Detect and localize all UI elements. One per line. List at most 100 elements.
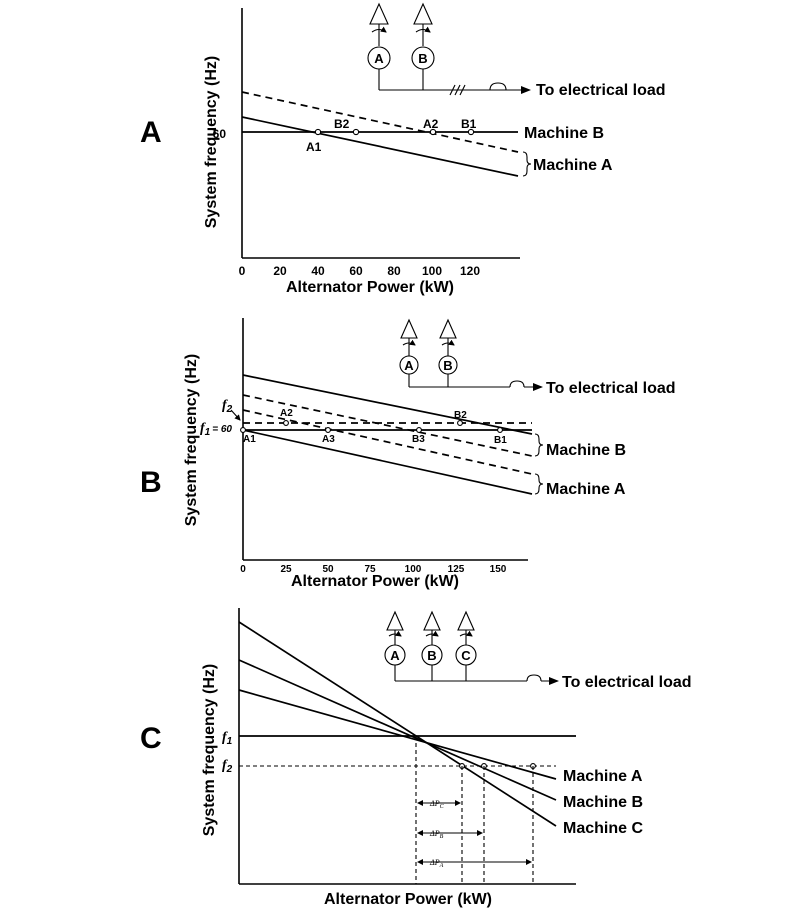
label-b1: B1: [461, 117, 477, 131]
x-tick: 80: [387, 264, 401, 278]
generator-label: B: [427, 648, 436, 663]
panel-b-machine-b-label: Machine B: [546, 442, 626, 459]
rotation-arrow-icon: [415, 26, 431, 33]
panel-b-brace-b: [534, 433, 544, 457]
generator-label: C: [461, 648, 471, 663]
panel-a-generator-b: B: [411, 2, 435, 90]
breaker-icon: [526, 674, 542, 682]
rotation-arrow-icon: [388, 630, 402, 637]
panel-c-f1-label: f1: [222, 730, 233, 747]
generator-label: A: [374, 51, 384, 66]
label-b1: B1: [494, 435, 507, 446]
panel-c-load-label: To electrical load: [562, 674, 692, 691]
panel-b-letter: B: [140, 466, 162, 499]
panel-c-y-label: System frequency (Hz): [201, 664, 218, 837]
panel-a-x-ticks: 0 20 40 60 80 100 120: [239, 264, 481, 278]
panel-c-letter: C: [140, 722, 162, 755]
label-a2: A2: [280, 408, 293, 419]
panel-c-f2-label: f2: [222, 758, 233, 775]
x-tick: 120: [460, 264, 480, 278]
point-a1: [314, 128, 322, 136]
panel-c-line-machine-b: [238, 659, 557, 801]
point-b1: [497, 427, 503, 433]
delta-pa-label: ΔPA: [429, 858, 444, 869]
turbine-icon: [386, 610, 404, 631]
label-b3: B3: [412, 434, 425, 445]
x-tick: 20: [273, 264, 287, 278]
breaker-icon: [489, 82, 507, 91]
panel-c-line-machine-c: [238, 621, 557, 827]
panel-a-line-machine-a: [241, 116, 519, 177]
point-b2: [457, 420, 463, 426]
panel-a-generator-a: A: [367, 2, 391, 90]
panel-b-line-machine-a-dashed: [242, 409, 533, 475]
delta-pb-label: ΔPB: [429, 829, 444, 840]
panel-a-y-label: System frequency (Hz): [203, 56, 220, 229]
panel-c-machine-c-label: Machine C: [563, 820, 643, 837]
point-a2: [283, 420, 289, 426]
rotation-arrow-icon: [371, 26, 387, 33]
panel-c-generator-c: C: [455, 610, 477, 681]
panel-b-x-ticks: 0 25 50 75 100 125 150: [240, 564, 507, 575]
x-tick: 60: [349, 264, 363, 278]
rotation-arrow-icon: [441, 339, 455, 346]
panel-c-x-label: Alternator Power (kW): [324, 891, 492, 908]
panel-b-line-machine-b-dashed: [242, 394, 533, 457]
x-tick: 25: [280, 564, 292, 575]
panel-c-machine-a-label: Machine A: [563, 768, 643, 785]
x-tick: 125: [448, 564, 465, 575]
panel-a: A System frequency (Hz) 60 0 20 40 60 80…: [140, 2, 666, 296]
label-b2: B2: [454, 410, 467, 421]
x-tick: 50: [322, 564, 334, 575]
generator-label: B: [443, 358, 452, 373]
x-tick: 100: [405, 564, 422, 575]
panel-b-load-label: To electrical load: [546, 380, 676, 397]
label-b2: B2: [334, 117, 350, 131]
x-tick: 40: [311, 264, 325, 278]
panel-b-line-machine-a-solid: [242, 429, 533, 495]
turbine-icon: [457, 610, 475, 631]
panel-a-load-label: To electrical load: [536, 82, 666, 99]
panel-b-y-label: System frequency (Hz): [183, 354, 200, 527]
x-tick: 75: [364, 564, 376, 575]
panel-c-machine-b-label: Machine B: [563, 794, 643, 811]
point-a3: [325, 427, 331, 433]
point-a2: [429, 128, 437, 136]
panel-c-generator-a: A: [384, 610, 406, 681]
generator-label: A: [404, 358, 414, 373]
panel-b-f1-label: f1 = 60: [200, 421, 232, 438]
x-tick: 0: [240, 564, 246, 575]
x-tick: 100: [422, 264, 442, 278]
panel-a-machine-b-label: Machine B: [524, 125, 604, 142]
point-a1: [240, 427, 246, 433]
rotation-arrow-icon: [402, 339, 416, 346]
panel-b-machine-a-label: Machine A: [546, 481, 626, 498]
turbine-icon: [400, 318, 418, 339]
generator-label: A: [390, 648, 400, 663]
point-b1: [467, 128, 475, 136]
x-tick: 150: [490, 564, 507, 575]
panel-b-line-machine-b-solid: [242, 374, 533, 435]
turbine-icon: [413, 2, 433, 25]
rotation-arrow-icon: [425, 630, 439, 637]
point-b3: [416, 427, 422, 433]
panel-b-generator-b: B: [438, 318, 458, 387]
panel-c-generator-b: B: [421, 610, 443, 681]
turbine-icon: [439, 318, 457, 339]
label-a1: A1: [306, 140, 322, 154]
label-a1: A1: [243, 434, 256, 445]
x-tick: 0: [239, 264, 246, 278]
panel-b: B System frequency (Hz) f2 f1 = 60 0 25 5…: [140, 318, 676, 590]
turbine-icon: [423, 610, 441, 631]
panel-a-x-label: Alternator Power (kW): [286, 279, 454, 296]
panel-a-letter: A: [140, 116, 162, 149]
generator-label: B: [418, 51, 427, 66]
breaker-icon: [509, 380, 525, 388]
panel-c-line-machine-a: [238, 689, 557, 780]
panel-a-machine-a-label: Machine A: [533, 157, 613, 174]
panel-b-x-label: Alternator Power (kW): [291, 573, 459, 590]
panel-b-brace-a: [534, 473, 544, 495]
label-a3: A3: [322, 434, 335, 445]
panel-a-brace: [522, 151, 532, 177]
